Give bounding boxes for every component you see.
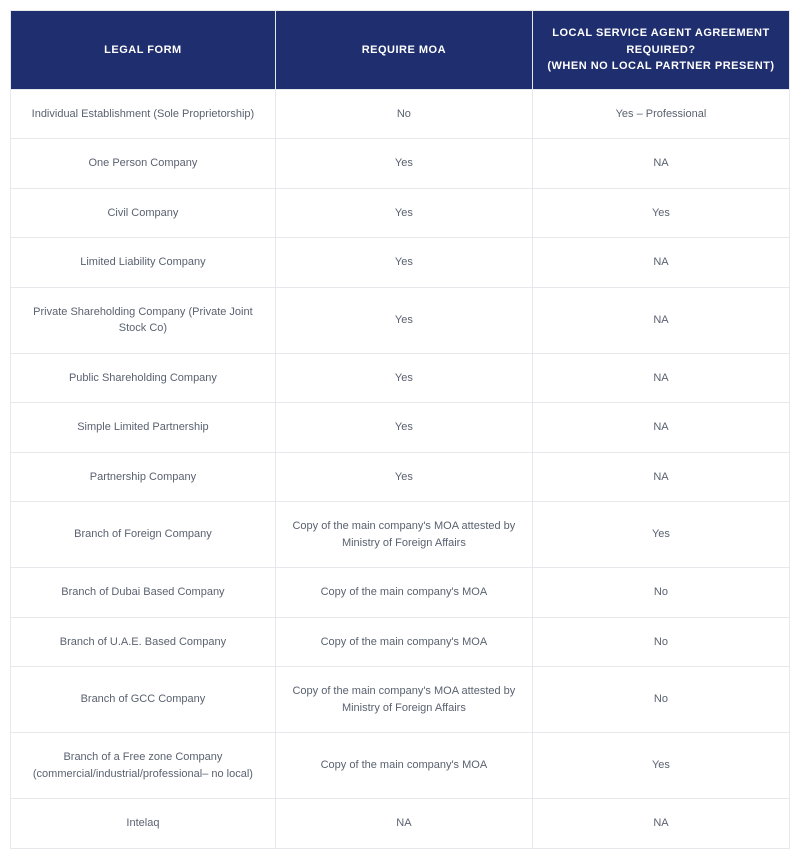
cell-legal-form: Simple Limited Partnership xyxy=(11,403,276,453)
table-row: Branch of Dubai Based Company Copy of th… xyxy=(11,568,790,618)
cell-legal-form: Civil Company xyxy=(11,188,276,238)
cell-lsa: NA xyxy=(532,287,789,353)
cell-lsa: Yes xyxy=(532,502,789,568)
cell-require-moa: Yes xyxy=(275,452,532,502)
cell-require-moa: No xyxy=(275,89,532,139)
col-header-legal-form: LEGAL FORM xyxy=(11,11,276,90)
cell-lsa: No xyxy=(532,617,789,667)
cell-lsa: NA xyxy=(532,353,789,403)
cell-require-moa: Yes xyxy=(275,287,532,353)
table-row: Branch of a Free zone Company (commercia… xyxy=(11,733,790,799)
cell-require-moa: Copy of the main company's MOA xyxy=(275,617,532,667)
cell-lsa: Yes xyxy=(532,733,789,799)
cell-lsa: Yes – Professional xyxy=(532,89,789,139)
table-row: One Person Company Yes NA xyxy=(11,139,790,189)
cell-lsa: NA xyxy=(532,403,789,453)
table-row: Partnership Company Yes NA xyxy=(11,452,790,502)
table-row: Public Shareholding Company Yes NA xyxy=(11,353,790,403)
cell-lsa: No xyxy=(532,568,789,618)
cell-legal-form: One Person Company xyxy=(11,139,276,189)
cell-require-moa: Copy of the main company's MOA xyxy=(275,733,532,799)
table-row: Private Shareholding Company (Private Jo… xyxy=(11,287,790,353)
table-row: Branch of Foreign Company Copy of the ma… xyxy=(11,502,790,568)
table-row: Branch of GCC Company Copy of the main c… xyxy=(11,667,790,733)
cell-lsa: NA xyxy=(532,452,789,502)
col-header-lsa: LOCAL SERVICE AGENT AGREEMENT REQUIRED?(… xyxy=(532,11,789,90)
table-header: LEGAL FORM REQUIRE MOA LOCAL SERVICE AGE… xyxy=(11,11,790,90)
cell-require-moa: Copy of the main company's MOA attested … xyxy=(275,502,532,568)
table-row: Intelaq NA NA xyxy=(11,799,790,849)
cell-legal-form: Branch of GCC Company xyxy=(11,667,276,733)
cell-legal-form: Branch of Foreign Company xyxy=(11,502,276,568)
cell-lsa: Yes xyxy=(532,188,789,238)
cell-lsa: NA xyxy=(532,799,789,849)
cell-require-moa: Yes xyxy=(275,188,532,238)
col-header-require-moa: REQUIRE MOA xyxy=(275,11,532,90)
cell-lsa: NA xyxy=(532,139,789,189)
cell-legal-form: Branch of a Free zone Company (commercia… xyxy=(11,733,276,799)
legal-form-table: LEGAL FORM REQUIRE MOA LOCAL SERVICE AGE… xyxy=(10,10,790,849)
cell-legal-form: Individual Establishment (Sole Proprieto… xyxy=(11,89,276,139)
table-row: Simple Limited Partnership Yes NA xyxy=(11,403,790,453)
cell-require-moa: Copy of the main company's MOA attested … xyxy=(275,667,532,733)
cell-legal-form: Partnership Company xyxy=(11,452,276,502)
cell-require-moa: NA xyxy=(275,799,532,849)
table-row: Civil Company Yes Yes xyxy=(11,188,790,238)
cell-require-moa: Yes xyxy=(275,139,532,189)
cell-require-moa: Yes xyxy=(275,403,532,453)
cell-lsa: No xyxy=(532,667,789,733)
cell-require-moa: Yes xyxy=(275,353,532,403)
cell-legal-form: Intelaq xyxy=(11,799,276,849)
cell-lsa: NA xyxy=(532,238,789,288)
cell-legal-form: Private Shareholding Company (Private Jo… xyxy=(11,287,276,353)
cell-legal-form: Branch of Dubai Based Company xyxy=(11,568,276,618)
table-row: Branch of U.A.E. Based Company Copy of t… xyxy=(11,617,790,667)
cell-legal-form: Limited Liability Company xyxy=(11,238,276,288)
table-row: Individual Establishment (Sole Proprieto… xyxy=(11,89,790,139)
cell-legal-form: Branch of U.A.E. Based Company xyxy=(11,617,276,667)
table-body: Individual Establishment (Sole Proprieto… xyxy=(11,89,790,848)
cell-require-moa: Yes xyxy=(275,238,532,288)
cell-require-moa: Copy of the main company's MOA xyxy=(275,568,532,618)
table-row: Limited Liability Company Yes NA xyxy=(11,238,790,288)
cell-legal-form: Public Shareholding Company xyxy=(11,353,276,403)
